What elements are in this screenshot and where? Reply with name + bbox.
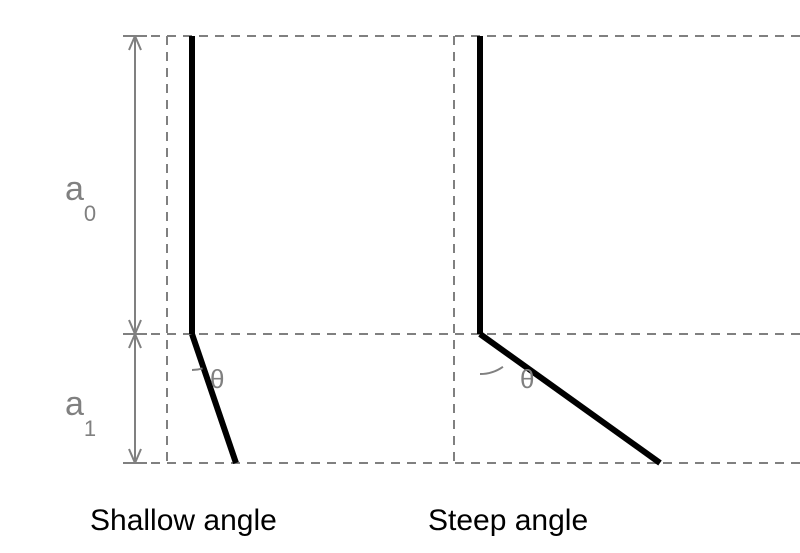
steep-crack-kink <box>480 334 660 463</box>
label-theta-steep: θ <box>520 364 534 394</box>
label-a0: a0 <box>65 170 96 226</box>
theta-arc-shallow <box>192 368 203 370</box>
label-a1: a1 <box>65 385 96 441</box>
caption-shallow: Shallow angle <box>90 504 277 537</box>
theta-arc-steep <box>480 367 503 374</box>
caption-steep: Steep angle <box>428 504 588 537</box>
shallow-crack-kink <box>192 334 236 463</box>
label-theta-shallow: θ <box>210 364 224 394</box>
